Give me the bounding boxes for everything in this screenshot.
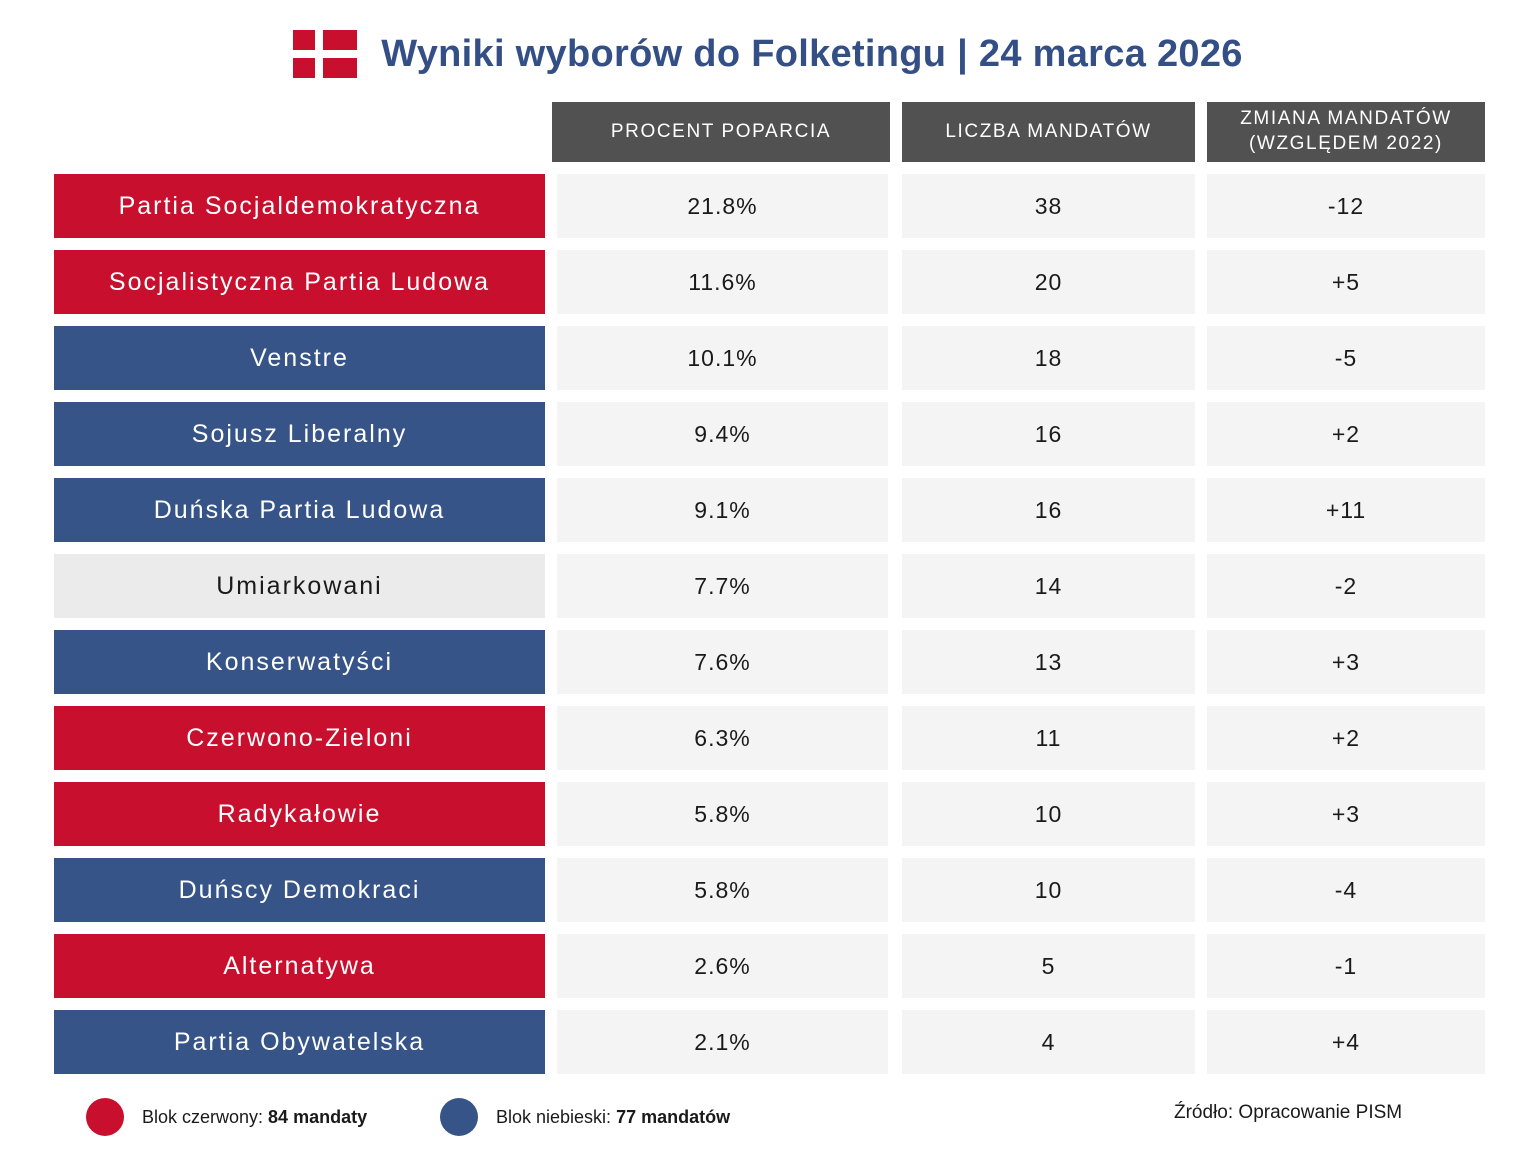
table-row: Sojusz Liberalny 9.4% 16 +2 (0, 402, 1536, 466)
percent-cell: 2.1% (557, 1010, 888, 1074)
legend-blue-bloc: Blok niebieski: 77 mandatów (440, 1098, 730, 1136)
seats-cell: 16 (902, 402, 1195, 466)
table-row: Konserwatyści 7.6% 13 +3 (0, 630, 1536, 694)
column-header-percent: PROCENT POPARCIA (552, 102, 890, 162)
percent-cell: 2.6% (557, 934, 888, 998)
percent-cell: 11.6% (557, 250, 888, 314)
change-cell: +3 (1207, 630, 1485, 694)
party-name-cell: Duńscy Demokraci (54, 858, 545, 922)
change-cell: +2 (1207, 706, 1485, 770)
legend-red-bloc: Blok czerwony: 84 mandaty (86, 1098, 367, 1136)
party-name-cell: Partia Socjaldemokratyczna (54, 174, 545, 238)
table-row: Partia Socjaldemokratyczna 21.8% 38 -12 (0, 174, 1536, 238)
title-row: Wyniki wyborów do Folketingu | 24 marca … (0, 28, 1536, 80)
source-note: Źródło: Opracowanie PISM (1174, 1102, 1403, 1123)
table-row: Partia Obywatelska 2.1% 4 +4 (0, 1010, 1536, 1074)
table-row: Duńska Partia Ludowa 9.1% 16 +11 (0, 478, 1536, 542)
percent-cell: 5.8% (557, 858, 888, 922)
legend-blue-value: 77 mandatów (616, 1106, 731, 1127)
seats-cell: 13 (902, 630, 1195, 694)
denmark-flag-icon (293, 30, 358, 78)
page-title: Wyniki wyborów do Folketingu | 24 marca … (381, 32, 1243, 75)
seats-cell: 18 (902, 326, 1195, 390)
column-header-change: ZMIANA MANDATÓW (WZGLĘDEM 2022) (1207, 102, 1485, 162)
change-cell: -12 (1207, 174, 1485, 238)
seats-cell: 14 (902, 554, 1195, 618)
change-cell: -4 (1207, 858, 1485, 922)
party-name-cell: Alternatywa (54, 934, 545, 998)
party-name-cell: Umiarkowani (54, 554, 545, 618)
seats-cell: 10 (902, 782, 1195, 846)
seats-cell: 16 (902, 478, 1195, 542)
party-name-cell: Sojusz Liberalny (54, 402, 545, 466)
change-cell: -5 (1207, 326, 1485, 390)
red-dot-icon (86, 1098, 124, 1136)
seats-cell: 10 (902, 858, 1195, 922)
change-cell: +4 (1207, 1010, 1485, 1074)
percent-cell: 5.8% (557, 782, 888, 846)
percent-cell: 9.1% (557, 478, 888, 542)
change-cell: +2 (1207, 402, 1485, 466)
table-row: Czerwono-Zieloni 6.3% 11 +2 (0, 706, 1536, 770)
change-cell: -2 (1207, 554, 1485, 618)
seats-cell: 5 (902, 934, 1195, 998)
table-row: Duńscy Demokraci 5.8% 10 -4 (0, 858, 1536, 922)
legend-red-label: Blok czerwony: (142, 1106, 264, 1127)
percent-cell: 7.6% (557, 630, 888, 694)
change-cell: -1 (1207, 934, 1485, 998)
party-name-cell: Czerwono-Zieloni (54, 706, 545, 770)
table-row: Radykałowie 5.8% 10 +3 (0, 782, 1536, 846)
party-name-cell: Socjalistyczna Partia Ludowa (54, 250, 545, 314)
blue-dot-icon (440, 1098, 478, 1136)
table-row: Venstre 10.1% 18 -5 (0, 326, 1536, 390)
legend-blue-label: Blok niebieski: (496, 1106, 612, 1127)
table-row: Umiarkowani 7.7% 14 -2 (0, 554, 1536, 618)
table-row: Alternatywa 2.6% 5 -1 (0, 934, 1536, 998)
seats-cell: 4 (902, 1010, 1195, 1074)
column-header-seats: LICZBA MANDATÓW (902, 102, 1195, 162)
percent-cell: 6.3% (557, 706, 888, 770)
change-cell: +5 (1207, 250, 1485, 314)
table-row: Socjalistyczna Partia Ludowa 11.6% 20 +5 (0, 250, 1536, 314)
change-cell: +11 (1207, 478, 1485, 542)
change-cell: +3 (1207, 782, 1485, 846)
party-name-cell: Duńska Partia Ludowa (54, 478, 545, 542)
percent-cell: 21.8% (557, 174, 888, 238)
seats-cell: 38 (902, 174, 1195, 238)
legend-red-value: 84 mandaty (268, 1106, 368, 1127)
seats-cell: 20 (902, 250, 1195, 314)
party-name-cell: Venstre (54, 326, 545, 390)
seats-cell: 11 (902, 706, 1195, 770)
percent-cell: 7.7% (557, 554, 888, 618)
percent-cell: 9.4% (557, 402, 888, 466)
party-name-cell: Partia Obywatelska (54, 1010, 545, 1074)
percent-cell: 10.1% (557, 326, 888, 390)
party-name-cell: Radykałowie (54, 782, 545, 846)
party-name-cell: Konserwatyści (54, 630, 545, 694)
